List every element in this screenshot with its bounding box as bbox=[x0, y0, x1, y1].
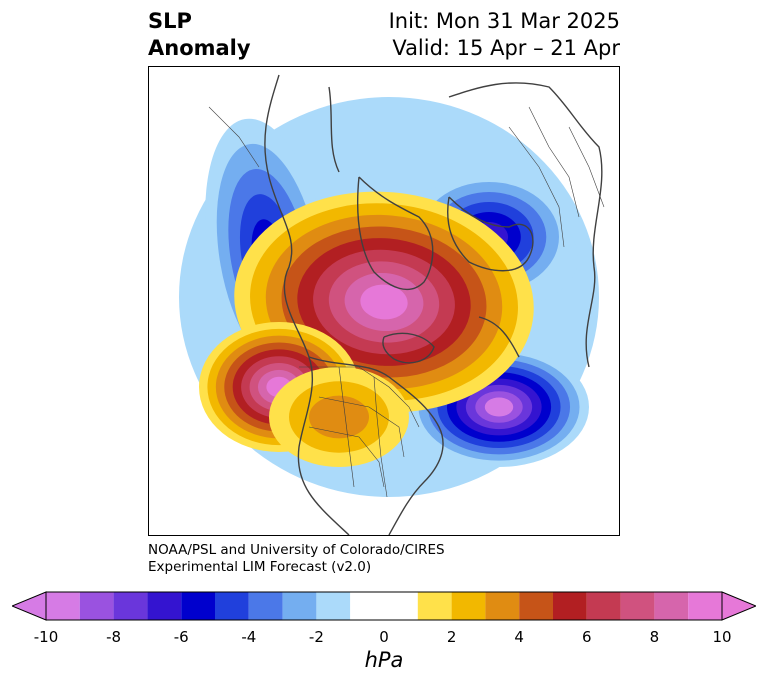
positive-anomaly-contour bbox=[309, 395, 369, 439]
colorbar-bin bbox=[688, 592, 722, 620]
anomaly-map bbox=[149, 67, 619, 535]
colorbar-tick-label: 2 bbox=[446, 628, 457, 646]
colorbar-bin bbox=[181, 592, 215, 620]
coastlines bbox=[264, 74, 603, 535]
plot-title: SLP Anomaly bbox=[148, 8, 251, 62]
colorbar-tick-label: 8 bbox=[649, 628, 660, 646]
colorbar bbox=[12, 591, 756, 621]
colorbar-tick-label: 4 bbox=[514, 628, 524, 646]
credit-line-2: Experimental LIM Forecast (v2.0) bbox=[148, 559, 372, 575]
map-panel bbox=[148, 66, 620, 536]
colorbar-tick-label: -2 bbox=[308, 628, 324, 646]
colorbar-tick-label: -6 bbox=[173, 628, 189, 646]
plot-dates: Init: Mon 31 Mar 2025 Valid: 15 Apr – 21… bbox=[389, 8, 620, 62]
colorbar-extend-low bbox=[12, 591, 47, 621]
title-variable-sub: Anomaly bbox=[148, 36, 251, 60]
colorbar-bin bbox=[485, 592, 520, 620]
colorbar-bin bbox=[282, 592, 317, 620]
positive-anomaly-contour bbox=[360, 284, 408, 320]
colorbar-bin bbox=[451, 592, 486, 620]
colorbar-bin bbox=[79, 592, 114, 620]
colorbar-tick-label: 10 bbox=[712, 628, 732, 646]
colorbar-tick-label: -8 bbox=[106, 628, 122, 646]
political-borders bbox=[208, 106, 605, 498]
colorbar-bin bbox=[113, 592, 148, 620]
credit-line-1: NOAA/PSL and University of Colorado/CIRE… bbox=[148, 542, 445, 558]
colorbar-tick-label: 0 bbox=[379, 628, 389, 646]
colorbar-bin bbox=[519, 592, 553, 620]
colorbar-tick-label: -10 bbox=[33, 628, 59, 646]
colorbar-bin bbox=[215, 592, 249, 620]
credit-text: NOAA/PSL and University of Colorado/CIRE… bbox=[148, 542, 445, 576]
init-date: Init: Mon 31 Mar 2025 bbox=[388, 9, 620, 33]
colorbar-tick-label: -4 bbox=[241, 628, 257, 646]
colorbar-bin bbox=[46, 592, 80, 620]
colorbar-bin bbox=[417, 592, 452, 620]
colorbar-bin bbox=[654, 592, 689, 620]
colorbar-tick-label: 6 bbox=[582, 628, 592, 646]
colorbar-unit: hPa bbox=[364, 648, 404, 672]
colorbar-bin bbox=[248, 592, 283, 620]
colorbar-bin bbox=[147, 592, 182, 620]
colorbar-frame bbox=[45, 591, 723, 621]
colorbar-ticks: -10 -8 -6 -4 -2 0 2 4 6 8 10 bbox=[0, 628, 768, 648]
valid-dates: Valid: 15 Apr – 21 Apr bbox=[392, 36, 620, 60]
colorbar-bin bbox=[586, 592, 621, 620]
colorbar-bin bbox=[553, 592, 587, 620]
colorbar-bin bbox=[620, 592, 655, 620]
colorbar-extend-high bbox=[721, 591, 756, 621]
title-variable: SLP bbox=[148, 9, 192, 33]
colorbar-bin bbox=[316, 592, 351, 620]
negative-anomaly-contour bbox=[484, 397, 514, 417]
colorbar-bin bbox=[350, 592, 418, 620]
